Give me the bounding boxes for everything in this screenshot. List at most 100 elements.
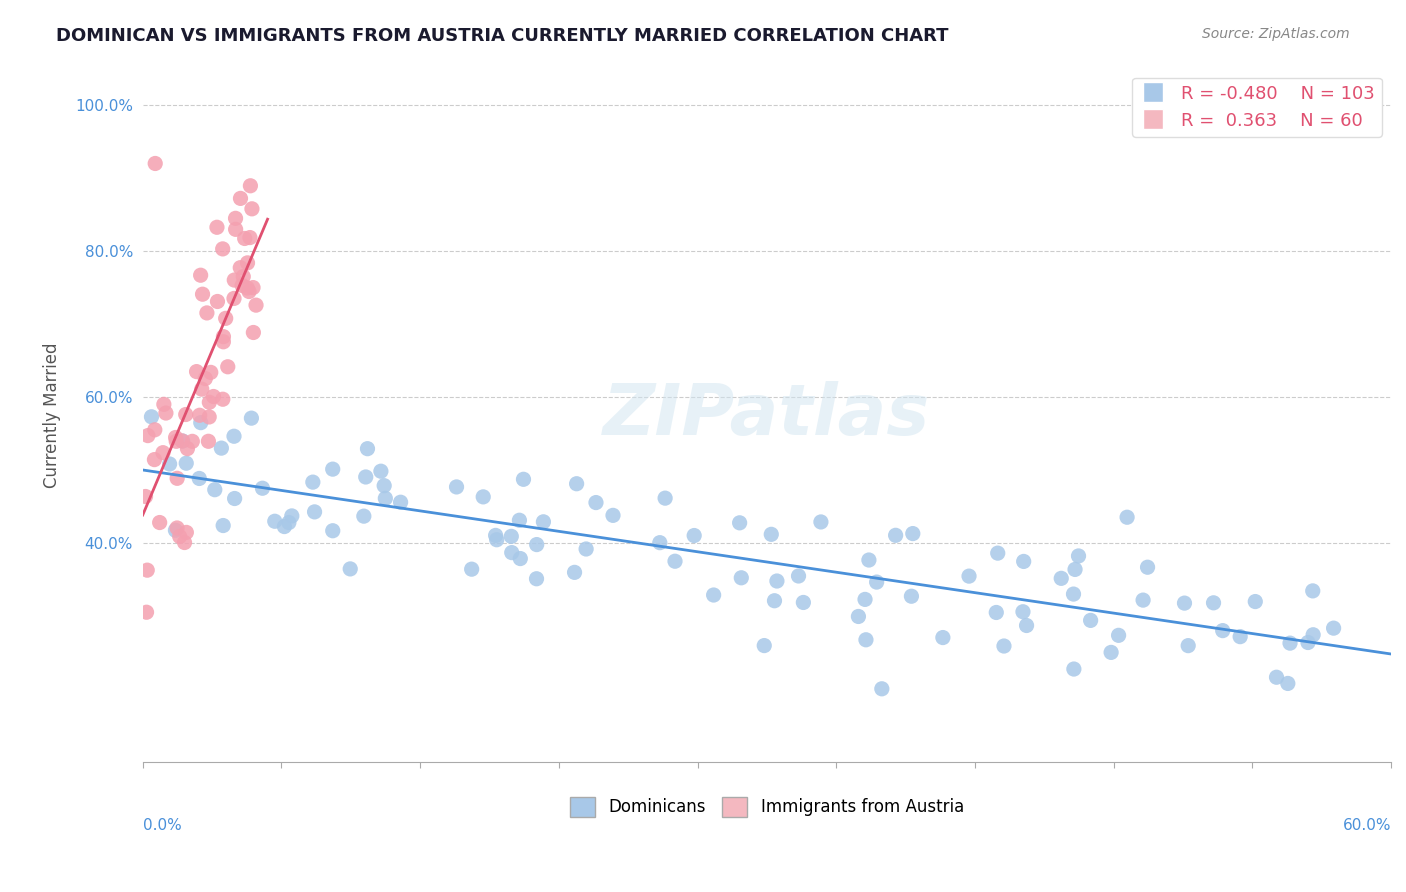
Point <box>224 491 246 506</box>
Point <box>986 606 1008 620</box>
Point <box>1012 554 1035 568</box>
Point <box>242 326 264 340</box>
Point <box>143 156 166 170</box>
Point <box>472 490 495 504</box>
Point <box>374 491 396 506</box>
Point <box>191 287 214 301</box>
Point <box>165 434 187 449</box>
Point <box>370 464 392 478</box>
Point <box>730 571 752 585</box>
Point <box>526 538 548 552</box>
Point <box>225 211 247 226</box>
Point <box>242 280 264 294</box>
Point <box>356 442 378 456</box>
Point <box>231 278 253 293</box>
Point <box>190 268 212 283</box>
Point <box>575 541 598 556</box>
Point <box>1296 635 1319 649</box>
Point <box>1212 624 1234 638</box>
Point <box>232 269 254 284</box>
Point <box>200 365 222 379</box>
Point <box>585 495 607 509</box>
Point <box>188 409 211 423</box>
Point <box>810 515 832 529</box>
Point <box>564 566 586 580</box>
Point <box>1108 628 1130 642</box>
Point <box>1063 662 1085 676</box>
Point <box>205 220 228 235</box>
Point <box>512 472 534 486</box>
Point <box>222 429 245 443</box>
Point <box>166 471 188 485</box>
Point <box>683 528 706 542</box>
Point <box>238 285 260 299</box>
Point <box>787 569 810 583</box>
Point <box>281 508 304 523</box>
Point <box>141 409 163 424</box>
Point <box>1302 583 1324 598</box>
Point <box>136 563 159 577</box>
Point <box>239 178 262 193</box>
Point <box>602 508 624 523</box>
Point <box>901 526 924 541</box>
Point <box>1177 639 1199 653</box>
Point <box>224 273 246 287</box>
Point <box>354 470 377 484</box>
Point <box>728 516 751 530</box>
Point <box>460 562 482 576</box>
Point <box>135 605 157 619</box>
Text: DOMINICAN VS IMMIGRANTS FROM AUSTRIA CURRENTLY MARRIED CORRELATION CHART: DOMINICAN VS IMMIGRANTS FROM AUSTRIA CUR… <box>56 27 949 45</box>
Point <box>245 298 267 312</box>
Point <box>212 334 235 349</box>
Point <box>754 639 776 653</box>
Point <box>993 639 1015 653</box>
Point <box>159 457 181 471</box>
Text: Source: ZipAtlas.com: Source: ZipAtlas.com <box>1202 27 1350 41</box>
Point <box>215 311 238 326</box>
Point <box>143 423 166 437</box>
Point <box>217 359 239 374</box>
Point <box>153 397 176 411</box>
Point <box>222 292 245 306</box>
Point <box>501 546 523 560</box>
Point <box>932 631 955 645</box>
Point <box>1132 593 1154 607</box>
Point <box>198 395 221 409</box>
Point <box>277 516 299 530</box>
Point <box>169 529 191 543</box>
Point <box>531 515 554 529</box>
Point <box>149 516 172 530</box>
Point <box>204 483 226 497</box>
Point <box>135 490 157 504</box>
Point <box>172 434 194 448</box>
Point <box>322 524 344 538</box>
Point <box>1116 510 1139 524</box>
Text: ZIPatlas: ZIPatlas <box>603 381 931 450</box>
Point <box>509 551 531 566</box>
Point <box>373 478 395 492</box>
Point <box>1015 618 1038 632</box>
Point <box>1067 549 1090 563</box>
Point <box>152 445 174 459</box>
Point <box>136 428 159 442</box>
Point <box>508 513 530 527</box>
Point <box>233 231 256 245</box>
Point <box>501 529 523 543</box>
Point <box>855 632 877 647</box>
Point <box>155 406 177 420</box>
Point <box>1064 562 1087 576</box>
Point <box>1323 621 1346 635</box>
Point <box>211 392 233 407</box>
Point <box>761 527 783 541</box>
Point <box>485 528 508 542</box>
Point <box>173 535 195 549</box>
Point <box>446 480 468 494</box>
Point <box>870 681 893 696</box>
Point <box>211 242 233 256</box>
Point <box>664 554 686 568</box>
Point <box>225 222 247 236</box>
Point <box>240 411 263 425</box>
Point <box>207 294 229 309</box>
Point <box>186 365 208 379</box>
Point <box>304 505 326 519</box>
